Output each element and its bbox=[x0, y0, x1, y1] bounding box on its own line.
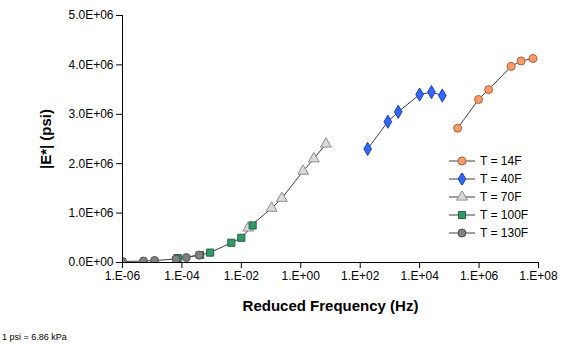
html-text:T = 100F: T = 100F bbox=[480, 208, 529, 222]
svg-text:1.E-06: 1.E-06 bbox=[105, 269, 141, 283]
svg-text:2.0E+06: 2.0E+06 bbox=[68, 157, 113, 171]
svg-text:1.E-02: 1.E-02 bbox=[224, 269, 260, 283]
svg-text:4.0E+06: 4.0E+06 bbox=[68, 58, 113, 72]
html-text:T = 14F: T = 14F bbox=[480, 154, 522, 168]
svg-text:1.E+00: 1.E+00 bbox=[282, 269, 321, 283]
html-text:T = 40F: T = 40F bbox=[480, 172, 522, 186]
svg-text:5.0E+06: 5.0E+06 bbox=[68, 8, 113, 22]
svg-text:1.E-04: 1.E-04 bbox=[164, 269, 200, 283]
svg-text:1.E+02: 1.E+02 bbox=[341, 269, 380, 283]
svg-text:0.0E+00: 0.0E+00 bbox=[68, 255, 113, 269]
svg-text:|E*| (psi): |E*| (psi) bbox=[37, 109, 54, 169]
svg-text:1.0E+06: 1.0E+06 bbox=[68, 206, 113, 220]
html-text:T = 70F: T = 70F bbox=[480, 190, 522, 204]
svg-text:3.0E+06: 3.0E+06 bbox=[68, 107, 113, 121]
svg-text:1.E+04: 1.E+04 bbox=[400, 269, 439, 283]
html-text:1 psi = 6.86 kPa: 1 psi = 6.86 kPa bbox=[2, 332, 67, 342]
html-text:T = 130F: T = 130F bbox=[480, 226, 529, 240]
svg-text:1.E+08: 1.E+08 bbox=[519, 269, 558, 283]
svg-text:Reduced Frequency (Hz): Reduced Frequency (Hz) bbox=[243, 297, 419, 314]
svg-text:1.E+06: 1.E+06 bbox=[460, 269, 499, 283]
